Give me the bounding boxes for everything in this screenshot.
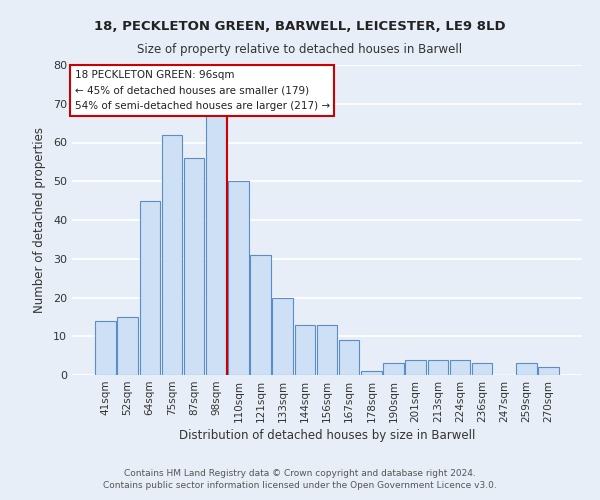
Bar	[317, 324, 337, 375]
Bar	[140, 200, 160, 375]
Bar	[472, 364, 493, 375]
Bar	[428, 360, 448, 375]
Bar	[95, 321, 116, 375]
Bar	[383, 364, 404, 375]
Bar	[118, 317, 138, 375]
Text: 18, PECKLETON GREEN, BARWELL, LEICESTER, LE9 8LD: 18, PECKLETON GREEN, BARWELL, LEICESTER,…	[94, 20, 506, 33]
Bar	[450, 360, 470, 375]
Bar	[161, 134, 182, 375]
Bar	[272, 298, 293, 375]
Bar	[406, 360, 426, 375]
Text: Contains HM Land Registry data © Crown copyright and database right 2024.: Contains HM Land Registry data © Crown c…	[124, 468, 476, 477]
Text: 18 PECKLETON GREEN: 96sqm
← 45% of detached houses are smaller (179)
54% of semi: 18 PECKLETON GREEN: 96sqm ← 45% of detac…	[74, 70, 329, 111]
Text: Size of property relative to detached houses in Barwell: Size of property relative to detached ho…	[137, 42, 463, 56]
Bar	[538, 367, 559, 375]
Bar	[250, 255, 271, 375]
Bar	[295, 324, 315, 375]
Bar	[339, 340, 359, 375]
Bar	[184, 158, 204, 375]
Bar	[228, 181, 248, 375]
Bar	[516, 364, 536, 375]
Bar	[206, 116, 226, 375]
X-axis label: Distribution of detached houses by size in Barwell: Distribution of detached houses by size …	[179, 429, 475, 442]
Text: Contains public sector information licensed under the Open Government Licence v3: Contains public sector information licen…	[103, 481, 497, 490]
Bar	[361, 371, 382, 375]
Y-axis label: Number of detached properties: Number of detached properties	[33, 127, 46, 313]
